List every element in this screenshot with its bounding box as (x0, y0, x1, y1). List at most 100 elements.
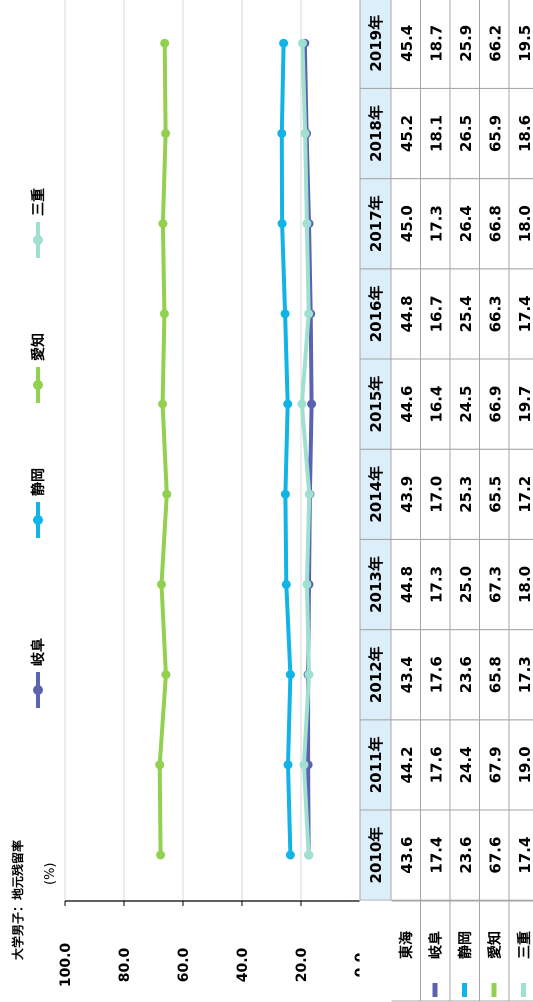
table-cell (390, 87, 421, 180)
table-cell (420, 809, 451, 901)
legend-label: 岐阜 (30, 638, 47, 666)
series-lines (155, 38, 317, 860)
table-header-cell (359, 448, 392, 540)
table-cell (508, 629, 533, 721)
table-cell (449, 268, 480, 360)
data-label: 26.4 (457, 205, 475, 242)
chart-title-text: 大学男子：地元残留率 (10, 840, 25, 960)
data-label: 17.3 (516, 656, 533, 693)
data-point (159, 309, 169, 319)
data-label: 17.3 (428, 205, 446, 242)
table-cell (479, 0, 510, 89)
table-cell (508, 0, 533, 89)
data-label: 25.4 (457, 295, 475, 332)
data-point (158, 219, 168, 229)
table-cell (390, 268, 421, 360)
category-label: 2013年 (367, 556, 385, 613)
row-header-cell (390, 900, 421, 1002)
table-header-cell (359, 719, 392, 811)
data-point (161, 670, 171, 680)
table-cell (479, 358, 510, 450)
data-label: 43.9 (398, 476, 416, 513)
data-point (302, 579, 312, 589)
data-point (280, 309, 290, 319)
legend-marker (33, 515, 43, 525)
data-point (304, 309, 314, 319)
category-label: 2018年 (367, 105, 385, 162)
data-point (156, 850, 166, 860)
data-label: 19.7 (516, 386, 533, 423)
legend-marker (33, 685, 43, 695)
category-label: 2010年 (367, 827, 385, 884)
data-label: 18.1 (428, 115, 446, 152)
row-label: 三重 (516, 931, 533, 959)
data-point (299, 760, 309, 770)
data-label: 18.7 (428, 25, 446, 62)
category-label: 2011年 (367, 737, 385, 794)
table-cell (479, 629, 510, 721)
table-cell (390, 809, 421, 901)
data-label: 17.2 (516, 476, 533, 513)
data-label: 44.8 (398, 566, 416, 603)
row-label: 東海 (398, 931, 415, 959)
legend-marker (33, 235, 43, 245)
table-corner (359, 900, 392, 1002)
data-label: 67.3 (487, 566, 505, 603)
category-label: 2014年 (367, 466, 385, 523)
data-point (281, 579, 291, 589)
row-key-swatch (432, 983, 438, 997)
data-label: 65.5 (487, 476, 505, 513)
data-label: 19.0 (516, 746, 533, 783)
data-point (157, 579, 166, 589)
table-cell (420, 629, 451, 721)
data-label: 66.3 (487, 295, 505, 332)
table-cell (479, 268, 510, 360)
table-cell (420, 719, 451, 811)
data-label: 18.6 (516, 115, 533, 152)
table-header-cell (359, 0, 392, 89)
data-label: 43.6 (398, 837, 416, 874)
data-label: 19.5 (516, 25, 533, 62)
category-label: 2016年 (367, 286, 385, 343)
data-point (277, 219, 287, 229)
data-point (283, 399, 293, 409)
data-label: 65.8 (487, 656, 505, 693)
legend-label: 静岡 (30, 468, 47, 496)
table-cell (479, 538, 510, 631)
category-label: 2017年 (367, 195, 385, 252)
table-cell (479, 719, 510, 811)
data-point (155, 760, 165, 770)
table-cell (420, 358, 451, 450)
data-point (304, 670, 314, 680)
data-label: 45.0 (398, 205, 416, 242)
data-label: 18.0 (516, 566, 533, 603)
table-cell (508, 809, 533, 901)
data-label: 17.6 (428, 656, 446, 693)
data-label: 23.6 (457, 837, 475, 874)
data-label: 65.9 (487, 115, 505, 152)
table-cell (508, 448, 533, 540)
y-unit-label: (%) (43, 863, 58, 886)
row-label: 愛知 (487, 931, 504, 959)
y-tick-label: 40.0 (235, 947, 251, 982)
data-point (298, 38, 307, 48)
data-label: 67.6 (487, 837, 505, 874)
data-label: 24.5 (457, 386, 475, 423)
table-cell (390, 538, 421, 631)
data-label: 23.6 (457, 656, 475, 693)
table-cell (390, 629, 421, 721)
data-label: 43.4 (398, 656, 416, 693)
table-cell (420, 0, 451, 89)
data-label: 45.4 (398, 25, 416, 62)
data-point (280, 489, 290, 499)
series-line (157, 43, 169, 856)
legend-marker (33, 380, 43, 390)
data-label: 67.9 (487, 746, 505, 783)
row-key-swatch (491, 983, 497, 997)
data-label: 17.4 (516, 837, 533, 874)
series-line (279, 43, 293, 856)
data-label: 18.0 (516, 205, 533, 242)
row-key-swatch (521, 983, 526, 997)
